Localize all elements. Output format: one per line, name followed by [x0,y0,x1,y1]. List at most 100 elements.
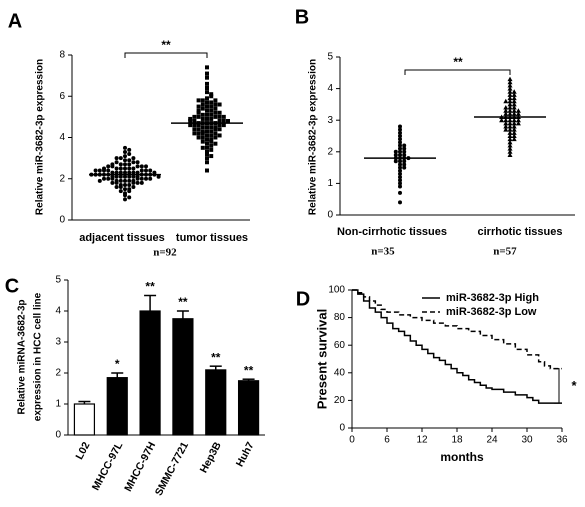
dot [118,156,123,161]
dot [97,168,102,173]
dot [144,168,148,173]
dot [398,134,402,138]
dot [114,166,119,171]
sample-size: n=57 [493,246,517,258]
significance-bracket [124,52,208,58]
legend-label: miR-3682-3p Low [446,306,537,318]
dot [213,102,218,107]
dot [148,168,153,173]
dot [131,160,136,165]
dot [205,149,209,154]
x-tick-label: Hep3B [198,440,224,475]
dot [144,176,148,181]
dot [118,162,123,167]
dot [192,123,197,128]
x-tick-label: SMMC-7721 [153,440,191,498]
dot [507,133,513,138]
dot [114,174,119,179]
dot [507,95,513,101]
dot [205,112,209,117]
dot [398,165,402,170]
dot [144,164,148,169]
dot [123,166,127,171]
y-tick-label: 2 [327,146,333,157]
y-tick-label: 100 [328,285,345,296]
dot [507,89,513,94]
x-tick-label: Non-cirrhotic tissues [337,226,447,238]
dot [217,133,222,138]
panel-letter: A [8,10,22,32]
significance: ** [178,295,188,309]
dot [398,152,402,157]
dot [93,168,98,173]
dot [507,101,513,107]
dot [118,182,123,187]
dot [511,120,517,126]
x-tick-label: tumor tissues [176,232,248,244]
dot [503,117,509,123]
dot [205,108,209,113]
dot [511,101,517,107]
dot [131,156,136,161]
dot [200,139,205,144]
dot [131,166,136,171]
dot [205,152,209,156]
dot [511,98,517,104]
dot [131,174,136,179]
dot [205,96,209,101]
dot [114,156,119,161]
dot [213,125,218,130]
x-tick-label: 18 [451,435,463,446]
dot [123,154,127,159]
dot [192,119,197,123]
dot [196,98,201,103]
x-tick-label: cirrhotic tissues [478,226,563,238]
dot [209,129,214,134]
dot [213,110,218,115]
dot [507,92,513,97]
x-tick-label: 30 [521,435,533,446]
dot [127,147,132,152]
dot [402,149,407,154]
dot [209,92,214,97]
dot [503,105,509,110]
dot [200,131,205,136]
dot [398,184,402,189]
dot [217,110,222,115]
dot [511,89,517,94]
dot [507,149,513,154]
dot [398,175,402,180]
dot [398,178,402,183]
x-tick-label: Huh7 [234,440,257,469]
y-tick-label: 0 [55,430,61,441]
dot [97,178,102,183]
dot [118,170,123,175]
dot [402,159,407,164]
dot [196,123,201,128]
significance-bracket [554,368,560,404]
dot [123,145,127,150]
dot [213,141,218,146]
y-tick-label: 6 [59,91,65,102]
x-tick-label: 6 [384,435,390,446]
dot [507,105,513,110]
dot [148,176,153,181]
dot [196,110,201,115]
dot [110,174,115,179]
dot [188,119,193,123]
dot [196,104,201,109]
y-tick-label: 3 [55,337,61,348]
dot [102,176,106,181]
dot [196,108,201,113]
dot [209,125,214,130]
x-tick-label: 24 [486,435,498,446]
dot [127,178,132,183]
dot [402,143,407,148]
dot [127,166,132,171]
dot [200,98,205,103]
dot [511,95,517,101]
dot [123,197,127,202]
y-axis-label: Relative miR-3682-3p expression [35,59,46,215]
